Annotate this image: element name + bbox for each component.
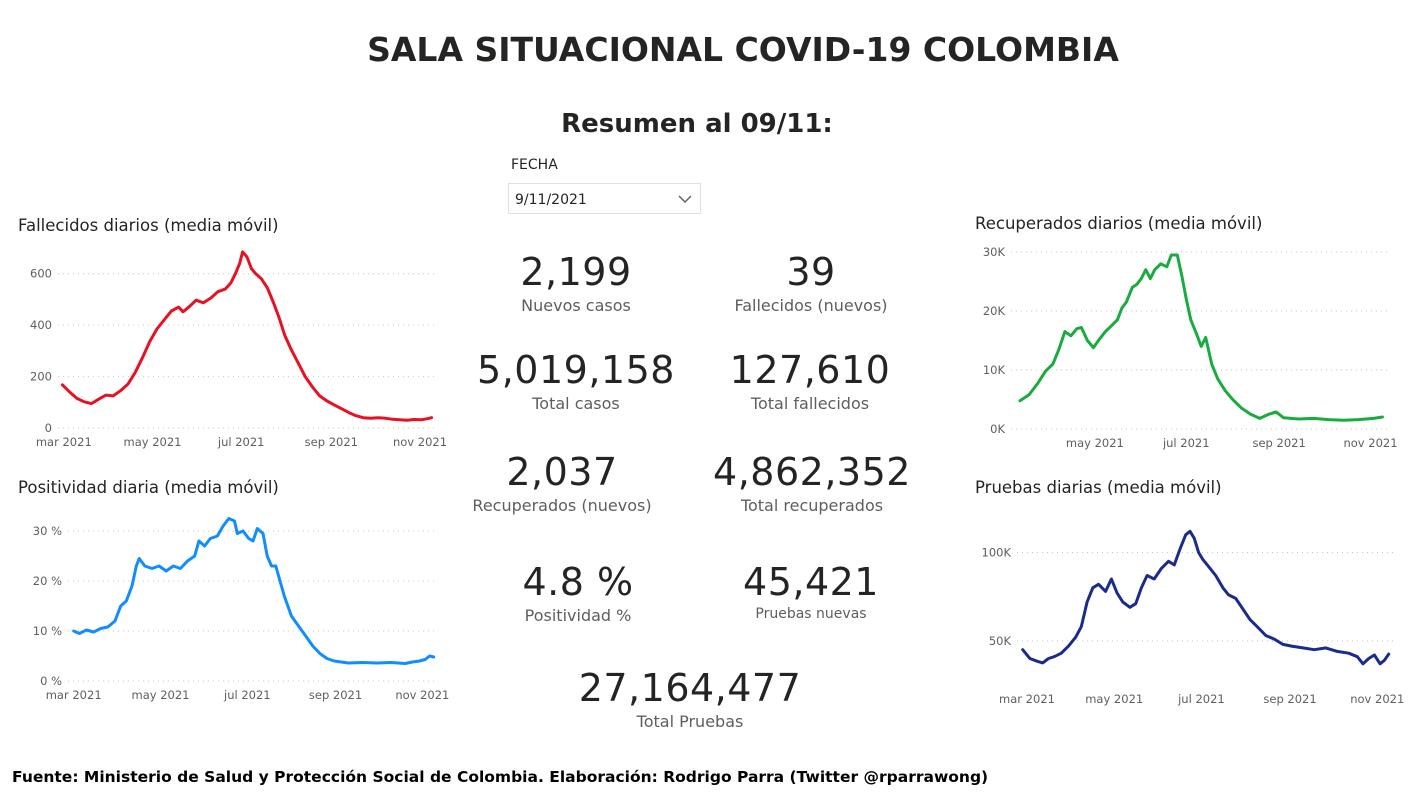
kpi-value: 2,037 (506, 450, 618, 494)
kpi-label: Fallecidos (nuevos) (734, 296, 888, 315)
positividad-chart-title: Positividad diaria (media móvil) (18, 478, 279, 497)
kpi-label: Nuevos casos (521, 296, 631, 315)
chevron-down-icon[interactable] (678, 192, 692, 206)
y-tick-label: 10 % (33, 624, 62, 638)
kpi-label: Total fallecidos (750, 394, 870, 413)
kpi-value: 127,610 (729, 348, 891, 392)
kpi-value: 2,199 (520, 250, 632, 294)
kpi-value: 45,421 (743, 560, 879, 604)
source-footnote: Fuente: Ministerio de Salud y Protección… (12, 768, 989, 786)
y-tick-label: 20 % (33, 574, 62, 588)
y-tick-label: 400 (30, 318, 52, 332)
x-tick-label: may 2021 (132, 688, 190, 702)
dashboard-title: SALA SITUACIONAL COVID-19 COLOMBIA (367, 30, 1119, 69)
x-tick-label: nov 2021 (1343, 436, 1397, 450)
y-tick-label: 30 % (33, 524, 62, 538)
summary-subtitle: Resumen al 09/11: (561, 109, 833, 139)
kpi-value: 4.8 % (522, 560, 634, 604)
kpi-value: 39 (786, 250, 836, 294)
kpi-positividad: 4.8 % Positividad % (478, 560, 678, 625)
kpi-recuperados-nuevos: 2,037 Recuperados (nuevos) (452, 450, 672, 515)
kpi-label: Total casos (532, 394, 620, 413)
x-tick-label: mar 2021 (999, 692, 1055, 706)
kpi-pruebas-nuevas: 45,421 Pruebas nuevas (711, 560, 911, 622)
date-filter-dropdown[interactable]: 9/11/2021 (508, 183, 701, 214)
pruebas-chart[interactable]: Pruebas diarias (media móvil) 50K 100K mar… (975, 478, 1404, 718)
y-tick-label: 200 (30, 370, 52, 384)
x-tick-label: may 2021 (1066, 436, 1124, 450)
x-tick-label: mar 2021 (46, 688, 102, 702)
y-tick-label: 0 (45, 421, 52, 435)
x-tick-label: nov 2021 (395, 688, 449, 702)
y-tick-label: 0 % (40, 674, 62, 688)
date-filter-value: 9/11/2021 (515, 192, 587, 208)
x-tick-label: jul 2021 (1177, 692, 1225, 706)
pruebas-chart-title: Pruebas diarias (media móvil) (975, 478, 1222, 497)
x-tick-label: sep 2021 (1252, 436, 1305, 450)
pruebas-chart-svg: 50K 100K mar 2021 may 2021 jul 2021 sep 2021 n… (982, 529, 1404, 706)
x-tick-label: jul 2021 (223, 688, 271, 702)
positividad-series-line (72, 517, 436, 665)
fallecidos-series-line (60, 250, 434, 422)
y-tick-label: 100K (982, 546, 1012, 560)
kpi-value: 4,862,352 (713, 450, 911, 494)
x-tick-label: jul 2021 (1162, 436, 1210, 450)
y-tick-label: 10K (983, 363, 1006, 377)
kpi-nuevos-casos: 2,199 Nuevos casos (476, 250, 676, 315)
kpi-total-recuperados: 4,862,352 Total recuperados (692, 450, 932, 515)
x-tick-label: mar 2021 (36, 435, 92, 449)
kpi-total-casos: 5,019,158 Total casos (456, 348, 696, 413)
y-tick-label: 20K (983, 304, 1006, 318)
recuperados-chart-svg: 0K 10K 20K 30K may 2021 jul 2021 sep 2021 nov 2… (983, 245, 1398, 450)
y-tick-label: 30K (983, 245, 1006, 259)
kpi-value: 27,164,477 (578, 666, 802, 710)
kpi-value: 5,019,158 (477, 348, 675, 392)
recuperados-chart[interactable]: Recuperados diarios (media móvil) 0K 10K 2… (975, 214, 1398, 454)
fallecidos-chart-title: Fallecidos diarios (media móvil) (18, 216, 279, 235)
x-tick-label: sep 2021 (309, 688, 362, 702)
kpi-label: Positividad % (524, 606, 632, 625)
y-tick-label: 50K (989, 634, 1012, 648)
x-tick-label: nov 2021 (1350, 692, 1404, 706)
positividad-chart[interactable]: Positividad diaria (media móvil) 0 % 10 %… (18, 478, 449, 708)
kpi-total-pruebas: 27,164,477 Total Pruebas (565, 666, 815, 731)
x-tick-label: may 2021 (124, 435, 182, 449)
kpi-label: Recuperados (nuevos) (472, 496, 652, 515)
pruebas-series-line (1021, 529, 1391, 666)
x-tick-label: sep 2021 (305, 435, 358, 449)
x-tick-label: nov 2021 (393, 435, 447, 449)
recuperados-chart-title: Recuperados diarios (media móvil) (975, 214, 1263, 233)
kpi-fallecidos-nuevos: 39 Fallecidos (nuevos) (711, 250, 911, 315)
x-tick-label: may 2021 (1085, 692, 1143, 706)
fallecidos-chart[interactable]: Fallecidos diarios (media móvil) 0 200 400… (18, 216, 448, 456)
kpi-label: Total Pruebas (636, 712, 744, 731)
y-tick-label: 600 (30, 267, 52, 281)
recuperados-series-line (1018, 253, 1384, 422)
kpi-label: Total recuperados (740, 496, 884, 515)
x-tick-label: jul 2021 (217, 435, 265, 449)
x-tick-label: sep 2021 (1263, 692, 1316, 706)
date-filter-label: FECHA (511, 157, 558, 173)
kpi-total-fallecidos: 127,610 Total fallecidos (690, 348, 930, 413)
y-tick-label: 0K (990, 422, 1005, 436)
kpi-label: Pruebas nuevas (755, 606, 867, 622)
positividad-chart-svg: 0 % 10 % 20 % 30 % mar 2021 may 2021 jul 2021 s… (33, 517, 449, 702)
fallecidos-chart-svg: 0 200 400 600 mar 2021 may 2021 jul 2021 sep 20… (30, 250, 447, 449)
